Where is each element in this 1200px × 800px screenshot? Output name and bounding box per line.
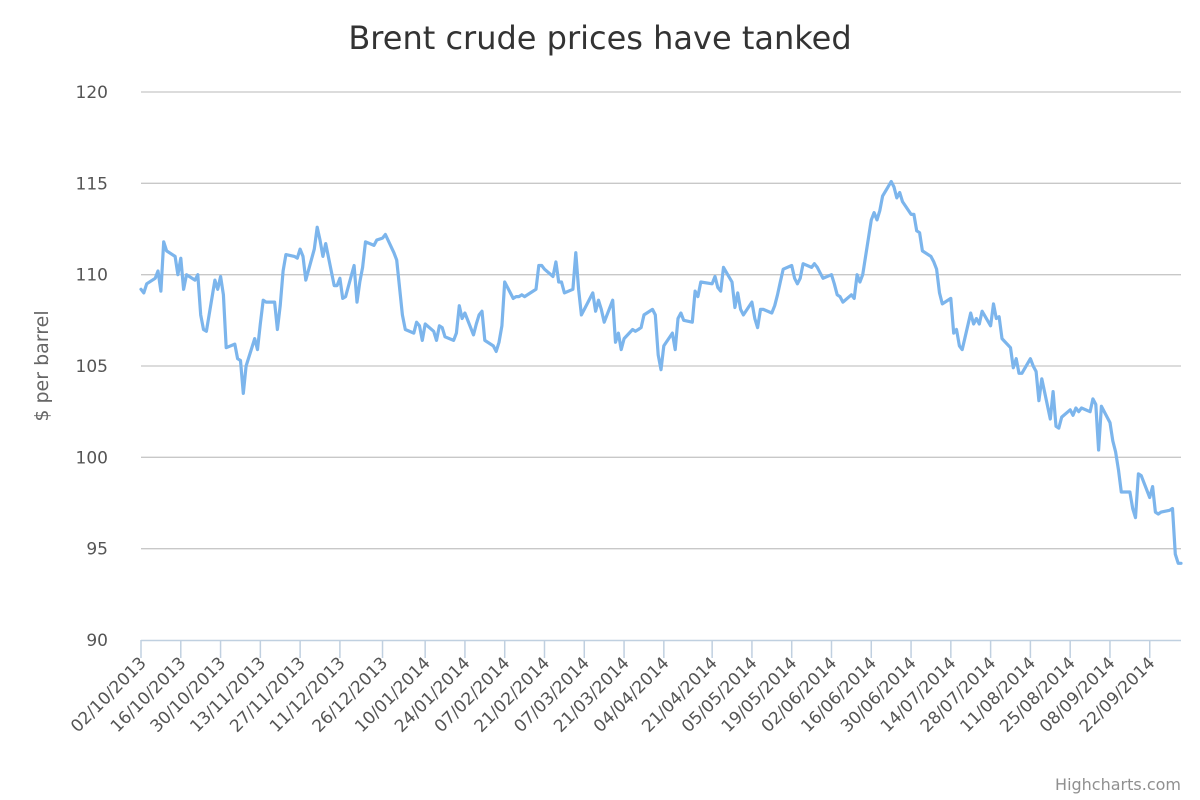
y-tick-label: 110: [76, 266, 108, 286]
credits-link[interactable]: Highcharts.com: [1055, 775, 1181, 794]
brent-price-line[interactable]: [139, 179, 1183, 565]
y-tick-label: 120: [76, 83, 108, 103]
y-tick-label: 90: [86, 631, 108, 651]
y-axis-label: $ per barrel: [31, 310, 53, 421]
series-group: [139, 179, 1183, 565]
y-tick-label: 105: [76, 357, 108, 377]
y-axis-ticks: 120 115 110 105 100 95 90: [76, 83, 108, 651]
chart-title: Brent crude prices have tanked: [348, 19, 851, 57]
y-tick-label: 100: [76, 448, 108, 468]
grid-lines: [141, 91, 1181, 550]
y-tick-label: 95: [86, 540, 108, 560]
y-tick-label: 115: [76, 174, 108, 194]
x-axis: 02/10/201316/10/201330/10/201313/11/2013…: [67, 639, 1181, 737]
